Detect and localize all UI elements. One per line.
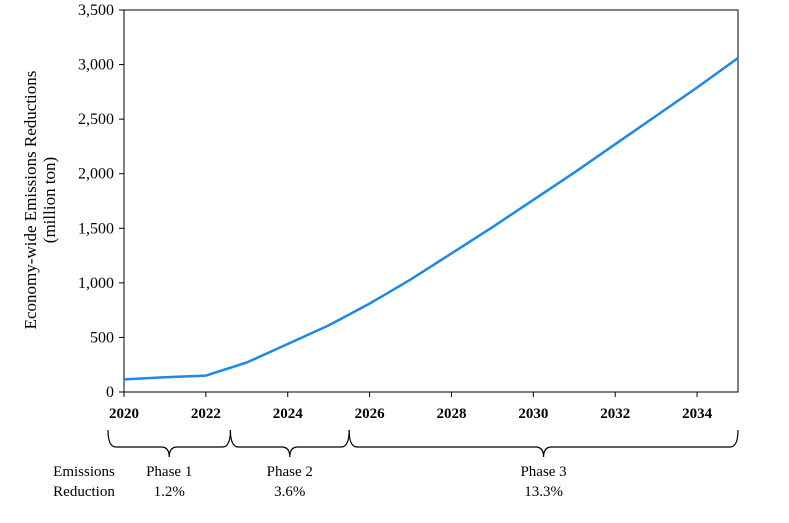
phase-braces: Phase 1 1.2% Phase 2 3.6% Phase 3 13.3% <box>107 429 739 500</box>
phase-brace <box>107 429 232 458</box>
phase-brace <box>348 429 739 458</box>
x-tick-label: 2028 <box>436 406 466 422</box>
x-tick-label: 2020 <box>109 406 139 422</box>
phase-label: Phase 2 <box>267 464 313 480</box>
phase-value: 1.2% <box>154 484 185 500</box>
y-axis-label-line2: (million ton) <box>40 157 59 243</box>
phase-value: 3.6% <box>274 484 305 500</box>
axes <box>123 9 739 393</box>
phase-row-label-line1: Emissions <box>53 464 115 480</box>
y-tick-label: 1,000 <box>78 275 114 292</box>
y-axis-label-line1: Economy-wide Emissions Reductions <box>21 71 40 330</box>
x-tick-label: 2030 <box>518 406 548 422</box>
x-tick-label: 2022 <box>191 406 221 422</box>
y-tick-label: 2,500 <box>78 111 114 128</box>
y-tick-label: 500 <box>90 329 114 346</box>
x-tick-label: 2034 <box>682 406 713 422</box>
y-tick-label: 3,500 <box>78 2 114 19</box>
x-tick-label: 2024 <box>273 406 304 422</box>
phase-label: Phase 3 <box>520 464 566 480</box>
phase-row-label-line2: Reduction <box>53 484 115 500</box>
x-tick-label: 2026 <box>355 406 386 422</box>
phase-brace <box>229 429 350 458</box>
y-tick-label: 2,000 <box>78 166 114 183</box>
y-tick-label: 3,000 <box>78 57 114 74</box>
phase-label: Phase 1 <box>146 464 192 480</box>
x-tick-label: 2032 <box>600 406 630 422</box>
plot-frame <box>123 9 739 393</box>
y-tick-label: 0 <box>106 384 114 401</box>
x-axis-ticks: 2020 2022 2024 2026 2028 2030 2032 2034 <box>109 392 713 422</box>
series-line <box>123 56 739 381</box>
y-axis-ticks: 0 500 1,000 1,500 2,000 2,500 3,000 3,500 <box>78 2 124 401</box>
y-tick-label: 1,500 <box>78 220 114 237</box>
series-layer <box>123 56 739 381</box>
phase-value: 13.3% <box>524 484 563 500</box>
